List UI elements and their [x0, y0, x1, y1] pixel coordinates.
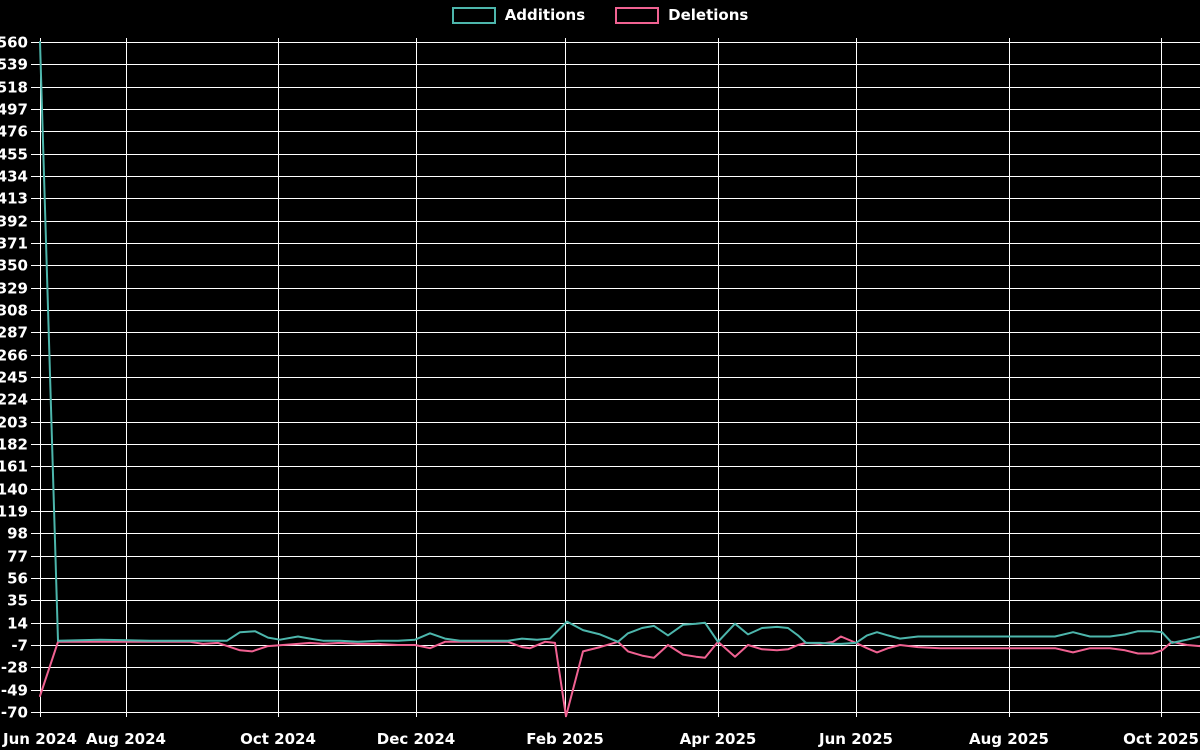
y-tick-label: 35 — [7, 592, 28, 610]
chart-legend: Additions Deletions — [0, 7, 1200, 24]
y-tick-label: 455 — [0, 146, 28, 164]
y-tick-label: -49 — [1, 682, 28, 700]
y-tick-label: 161 — [0, 458, 28, 476]
legend-item-additions: Additions — [451, 6, 586, 24]
y-tick-label: 539 — [0, 56, 28, 74]
y-tick-label: 266 — [0, 347, 28, 365]
y-tick-label: 350 — [0, 257, 28, 275]
x-tick-label: Aug 2024 — [86, 730, 166, 748]
y-tick-label: 497 — [0, 101, 28, 119]
y-tick-label: 14 — [7, 615, 28, 633]
x-tick-label: Oct 2024 — [240, 730, 316, 748]
y-tick-label: 140 — [0, 481, 28, 499]
y-tick-label: 203 — [0, 414, 28, 432]
y-tick-label: 56 — [7, 570, 28, 588]
y-tick-label: 371 — [0, 235, 28, 253]
y-tick-label: 287 — [0, 324, 28, 342]
y-tick-label: 392 — [0, 213, 28, 231]
y-tick-label: 560 — [0, 34, 28, 52]
x-tick-label: Oct 2025 — [1123, 730, 1199, 748]
y-tick-label: -7 — [11, 637, 28, 655]
legend-label-additions: Additions — [504, 6, 586, 24]
x-tick-label: Aug 2025 — [969, 730, 1049, 748]
legend-item-deletions: Deletions — [615, 7, 748, 24]
y-tick-label: 77 — [7, 548, 28, 566]
y-tick-label: 413 — [0, 190, 28, 208]
y-tick-label: 329 — [0, 280, 28, 298]
additions-swatch-icon — [451, 7, 496, 24]
series-line-additions — [39, 41, 1200, 645]
deletions-swatch-icon — [615, 7, 660, 24]
y-tick-label: 308 — [0, 302, 28, 320]
y-tick-label: 119 — [0, 503, 28, 521]
series-line-deletions — [39, 635, 1200, 718]
x-tick-label: Dec 2024 — [377, 730, 456, 748]
y-tick-label: 182 — [0, 436, 28, 454]
y-tick-label: 224 — [0, 391, 28, 409]
legend-label-deletions: Deletions — [668, 6, 749, 24]
x-tick-label: Jun 2025 — [818, 730, 893, 748]
y-tick-label: -28 — [1, 659, 28, 677]
y-tick-label: 518 — [0, 79, 28, 97]
y-tick-label: 434 — [0, 168, 28, 186]
x-tick-label: Jun 2024 — [2, 730, 77, 748]
y-tick-label: -70 — [1, 704, 28, 722]
y-tick-label: 476 — [0, 123, 28, 141]
y-tick-label: 98 — [7, 525, 28, 543]
x-tick-label: Apr 2025 — [680, 730, 757, 748]
x-tick-label: Feb 2025 — [526, 730, 604, 748]
y-tick-label: 245 — [0, 369, 28, 387]
